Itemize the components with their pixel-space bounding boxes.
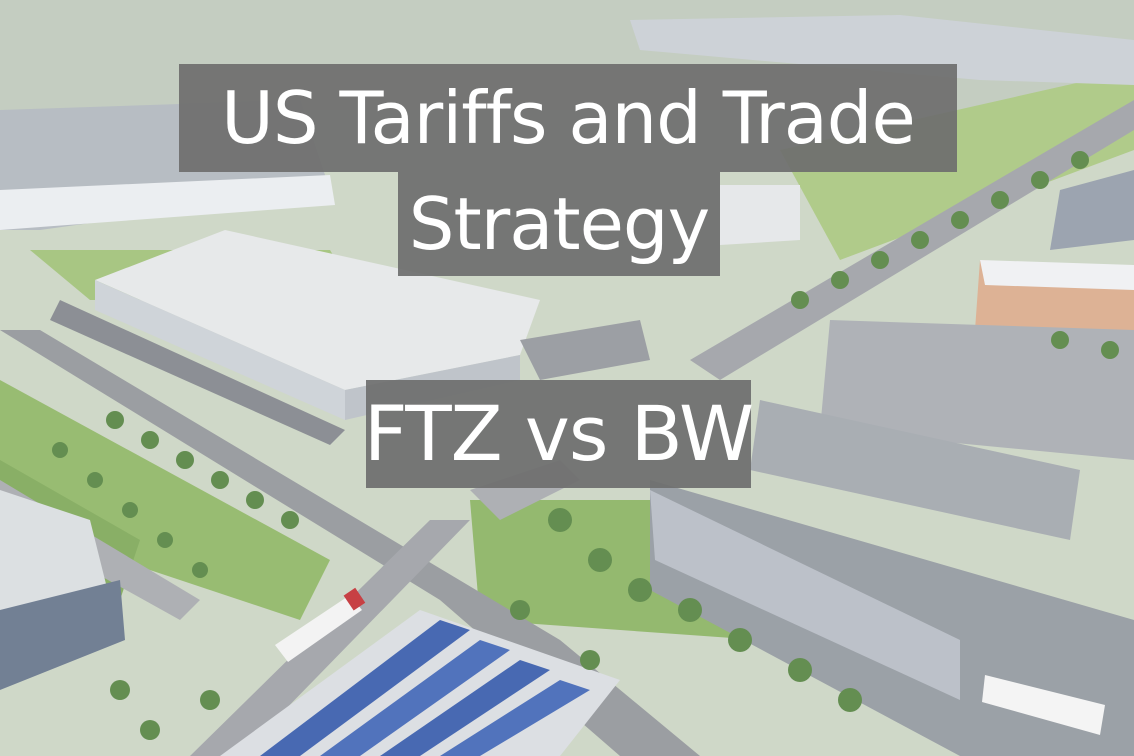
warehouse-center-wall xyxy=(95,280,345,420)
truck-cab xyxy=(343,587,366,611)
solar-panel-row-1 xyxy=(260,620,470,756)
solar-panel-row-3 xyxy=(380,660,550,756)
road-cross xyxy=(190,520,470,756)
trees xyxy=(52,151,1119,740)
building-far-right xyxy=(1050,170,1134,250)
solar-panel-row-2 xyxy=(320,640,510,756)
grass-field-right xyxy=(780,70,1134,260)
warehouse-right-middle xyxy=(750,400,1080,540)
building-lower-left-glass xyxy=(0,580,125,690)
building-small-top xyxy=(720,185,800,245)
warehouse-right-lower-wall xyxy=(650,490,960,700)
warehouse-top-right xyxy=(630,15,1134,85)
truck-trailer xyxy=(275,595,362,662)
title-line-2: Strategy xyxy=(398,172,720,276)
warehouse-right-upper xyxy=(820,320,1134,460)
title-line-1: US Tariffs and Trade xyxy=(179,64,957,172)
parking-lot-left xyxy=(50,300,345,445)
parking-lot-center xyxy=(520,320,650,380)
grass-field-left xyxy=(0,380,330,620)
warehouse-top-left-wall xyxy=(0,175,335,230)
solar-panel-row-4 xyxy=(440,680,590,756)
truck-right xyxy=(982,675,1105,735)
warehouse-center-roof xyxy=(95,230,540,390)
building-right-roof xyxy=(980,260,1134,290)
subtitle: FTZ vs BW xyxy=(364,380,754,488)
